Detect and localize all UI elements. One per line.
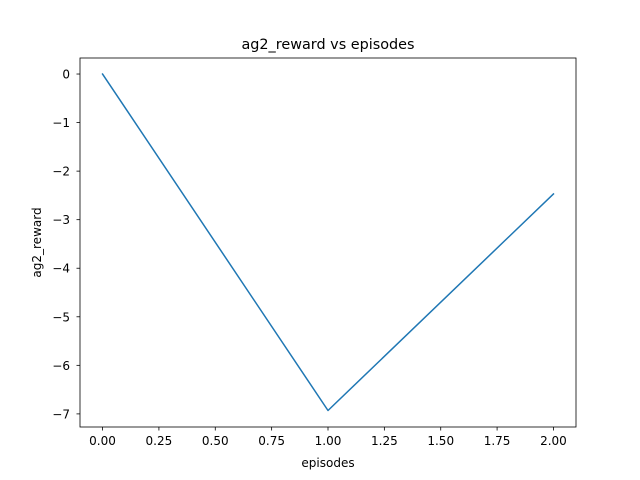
x-tick-label: 0.50 <box>202 434 229 448</box>
y-tick-label: −4 <box>52 262 70 276</box>
y-axis-label: ag2_reward <box>30 207 44 277</box>
x-tick-label: 0.75 <box>258 434 285 448</box>
y-tick-label: −5 <box>52 310 70 324</box>
x-tick-label: 1.25 <box>371 434 398 448</box>
axes-frame <box>79 57 577 428</box>
x-tick-label: 1.75 <box>484 434 511 448</box>
x-tick-label: 1.50 <box>427 434 454 448</box>
x-tick-label: 2.00 <box>540 434 567 448</box>
y-tick-label: −1 <box>52 116 70 130</box>
series-layer <box>101 72 555 412</box>
x-axis-ticks: 0.00 0.25 0.50 0.75 1.00 1.25 1.50 1.75 2.00 <box>89 427 567 448</box>
y-tick-label: −6 <box>52 359 70 373</box>
y-tick-label: 0 <box>62 68 70 82</box>
x-tick-label: 0.00 <box>89 434 116 448</box>
y-tick-label: −3 <box>52 213 70 227</box>
y-tick-label: −7 <box>52 407 70 421</box>
x-tick-label: 0.25 <box>146 434 173 448</box>
series-line <box>101 72 555 412</box>
chart-title: ag2_reward vs episodes <box>241 37 414 53</box>
x-tick-label: 1.00 <box>315 434 342 448</box>
y-tick-label: −2 <box>52 165 70 179</box>
x-axis-label: episodes <box>301 456 354 470</box>
y-axis-ticks: 0 −1 −2 −3 −4 −5 −6 −7 <box>52 68 80 421</box>
